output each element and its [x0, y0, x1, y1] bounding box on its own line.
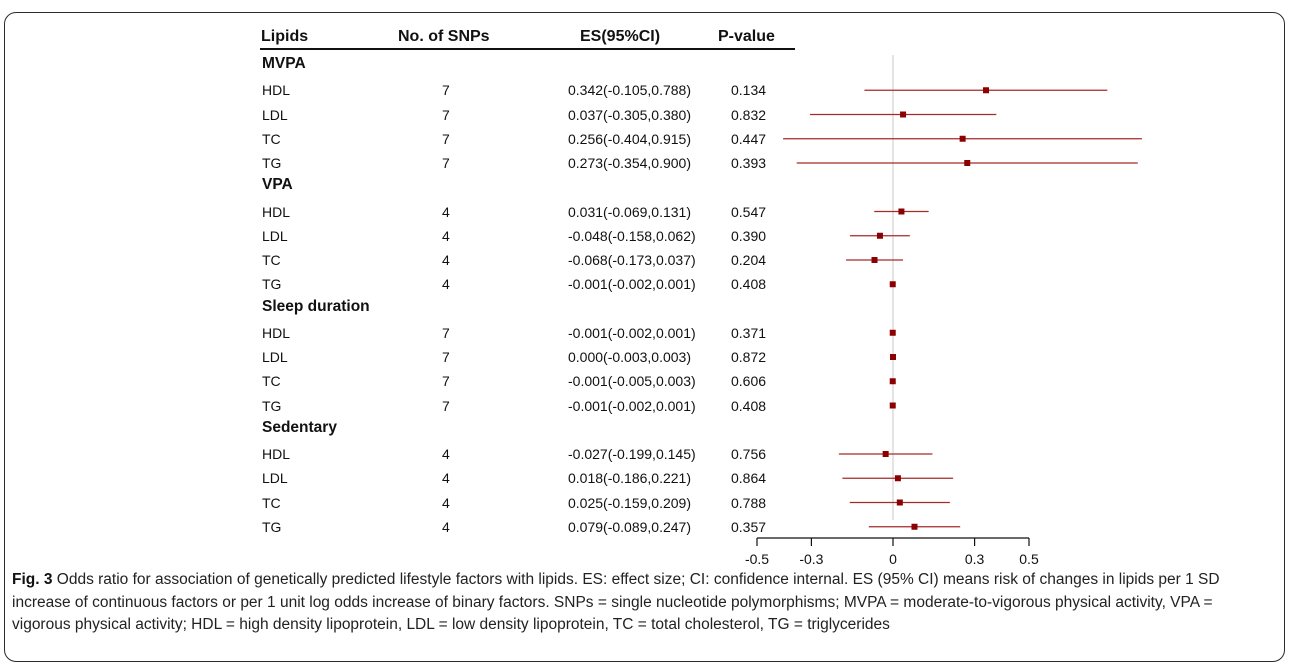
row-snps: 4: [442, 227, 450, 244]
row-es: -0.001(-0.002,0.001): [568, 324, 696, 341]
row-pvalue: 0.408: [731, 276, 767, 293]
row-snps: 4: [442, 494, 450, 511]
row-es: -0.048(-0.158,0.062): [568, 227, 696, 244]
header-pvalue: P-value: [718, 28, 775, 45]
es-marker: [890, 354, 896, 360]
row-lipid: HDL: [262, 82, 291, 99]
row-lipid: TC: [262, 494, 281, 511]
caption-label: Fig. 3: [12, 571, 53, 588]
row-snps: 7: [442, 324, 450, 341]
row-lipid: TC: [262, 373, 281, 390]
row-snps: 7: [442, 82, 450, 99]
row-es: 0.273(-0.354,0.900): [568, 155, 691, 171]
row-lipid: TG: [262, 518, 282, 535]
figure-frame: [4, 12, 1285, 662]
row-lipid: LDL: [262, 470, 288, 487]
row-snps: 7: [442, 397, 450, 414]
es-marker: [894, 475, 901, 482]
es-marker: [983, 87, 990, 94]
row-lipid: HDL: [262, 203, 291, 220]
es-marker: [876, 232, 883, 239]
row-lipid: TG: [262, 397, 282, 414]
row-es: -0.027(-0.199,0.145): [568, 446, 696, 462]
es-marker: [900, 111, 907, 118]
row-snps: 7: [442, 155, 450, 171]
row-pvalue: 0.788: [731, 494, 767, 511]
row-es: 0.256(-0.404,0.915): [568, 130, 691, 147]
row-es: -0.001(-0.002,0.001): [568, 397, 696, 414]
x-tick-label: 0.3: [965, 551, 985, 567]
es-marker: [898, 208, 905, 215]
row-pvalue: 0.832: [731, 106, 767, 123]
row-es: 0.000(-0.003,0.003): [568, 349, 691, 365]
row-pvalue: 0.756: [731, 446, 767, 462]
row-es: 0.018(-0.186,0.221): [568, 470, 691, 487]
row-es: 0.031(-0.069,0.131): [568, 203, 691, 220]
es-marker: [889, 281, 896, 288]
es-marker: [911, 523, 918, 530]
row-pvalue: 0.447: [731, 130, 767, 147]
x-tick-label: -0.3: [799, 551, 823, 567]
row-snps: 4: [442, 446, 450, 462]
row-pvalue: 0.357: [731, 518, 767, 535]
group-label: VPA: [262, 176, 293, 194]
row-lipid: TG: [262, 155, 282, 171]
row-lipid: TG: [262, 276, 282, 293]
row-pvalue: 0.204: [731, 252, 767, 268]
figure-caption: Fig. 3 Odds ratio for association of gen…: [12, 569, 1274, 637]
row-snps: 4: [442, 252, 450, 268]
row-lipid: LDL: [262, 106, 288, 123]
row-lipid: HDL: [262, 446, 291, 462]
x-tick-label: 0.5: [1019, 551, 1039, 567]
row-lipid: TC: [262, 252, 281, 268]
row-lipid: HDL: [262, 324, 291, 341]
row-lipid: LDL: [262, 349, 288, 365]
group-label: Sleep duration: [262, 297, 370, 315]
row-snps: 7: [442, 373, 450, 390]
header-underline: [260, 48, 795, 50]
es-marker: [959, 135, 966, 142]
es-marker: [964, 160, 971, 166]
row-es: 0.079(-0.089,0.247): [568, 518, 691, 535]
row-es: 0.025(-0.159,0.209): [568, 494, 691, 511]
row-snps: 4: [442, 203, 450, 220]
row-lipid: TC: [262, 130, 281, 147]
row-pvalue: 0.371: [731, 324, 767, 341]
row-snps: 7: [442, 130, 450, 147]
header-snps: No. of SNPs: [398, 28, 490, 45]
es-marker: [871, 257, 878, 263]
row-es: 0.342(-0.105,0.788): [568, 82, 691, 99]
row-pvalue: 0.606: [731, 373, 767, 390]
row-snps: 4: [442, 276, 450, 293]
es-marker: [896, 499, 903, 506]
row-es: -0.001(-0.002,0.001): [568, 276, 696, 293]
x-tick-label: 0: [889, 551, 897, 567]
es-marker: [889, 402, 896, 409]
row-pvalue: 0.864: [731, 470, 767, 487]
row-pvalue: 0.390: [731, 227, 767, 244]
row-pvalue: 0.134: [731, 82, 767, 99]
row-snps: 7: [442, 349, 450, 365]
header-es: ES(95%CI): [580, 28, 661, 45]
x-tick-label: -0.5: [745, 551, 769, 567]
header-lipids: Lipids: [261, 28, 309, 45]
row-snps: 7: [442, 106, 450, 123]
es-marker: [889, 329, 896, 336]
row-es: -0.068(-0.173,0.037): [568, 252, 696, 268]
row-snps: 4: [442, 470, 450, 487]
caption-text: Odds ratio for association of geneticall…: [12, 571, 1220, 633]
row-es: -0.001(-0.005,0.003): [568, 373, 696, 390]
row-snps: 4: [442, 518, 450, 535]
row-pvalue: 0.393: [731, 155, 767, 171]
group-label: Sedentary: [262, 418, 337, 436]
row-pvalue: 0.547: [731, 203, 767, 220]
es-marker: [882, 451, 889, 457]
row-es: 0.037(-0.305,0.380): [568, 106, 691, 123]
row-pvalue: 0.872: [731, 349, 767, 365]
row-lipid: LDL: [262, 227, 288, 244]
row-pvalue: 0.408: [731, 397, 767, 414]
group-label: MVPA: [262, 55, 306, 72]
es-marker: [889, 378, 896, 385]
